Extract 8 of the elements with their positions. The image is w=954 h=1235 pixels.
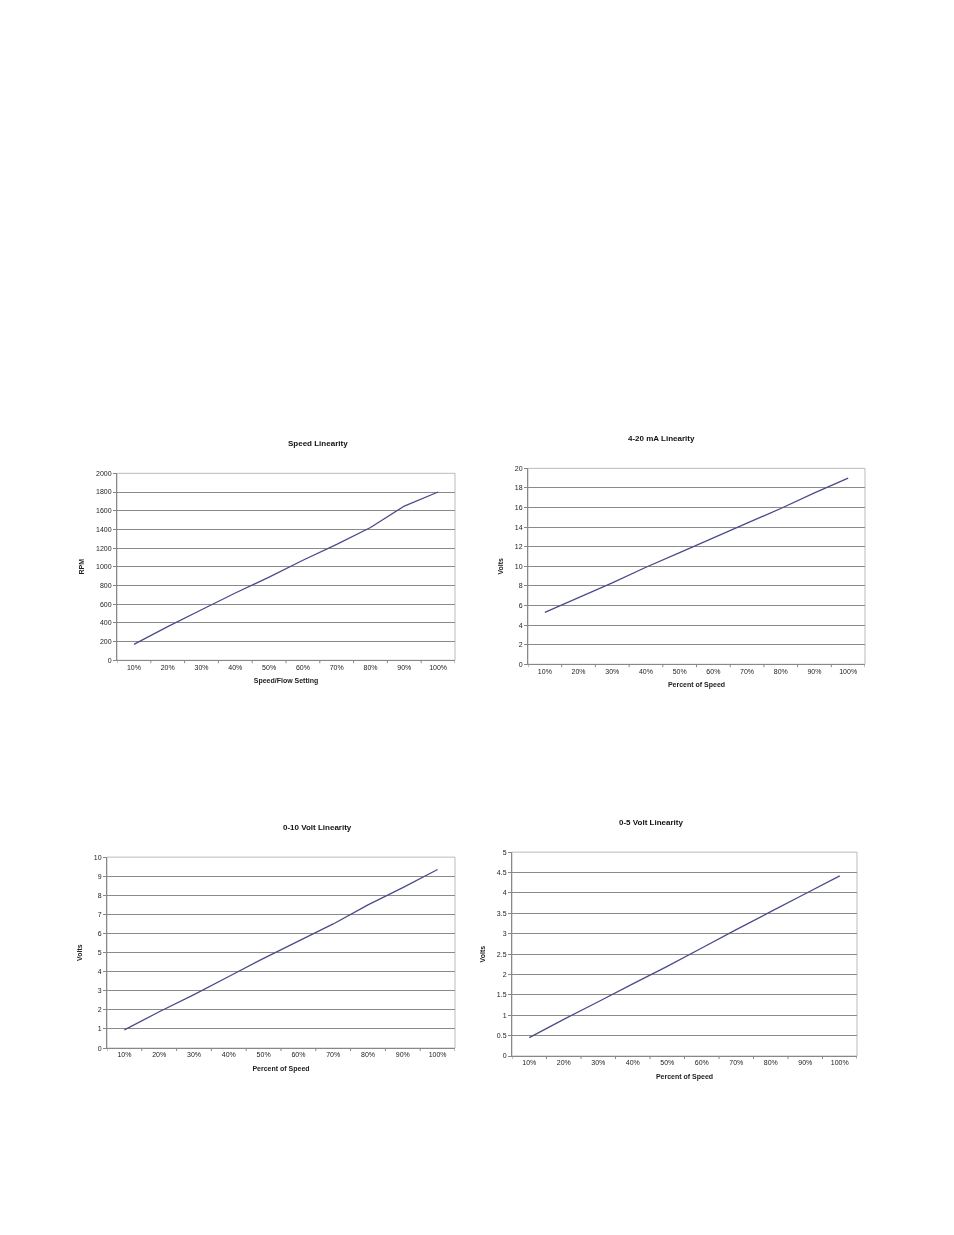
chart-title: 0-5 Volt Linearity <box>619 818 684 827</box>
chart-title: 0-10 Volt Linearity <box>283 823 352 832</box>
line-series <box>528 875 841 1039</box>
line-series <box>133 491 439 646</box>
chart-title: Speed Linearity <box>288 439 349 448</box>
line-series <box>544 477 849 613</box>
line-series <box>123 868 439 1031</box>
chart-title: 4-20 mA Linearity <box>628 434 695 443</box>
